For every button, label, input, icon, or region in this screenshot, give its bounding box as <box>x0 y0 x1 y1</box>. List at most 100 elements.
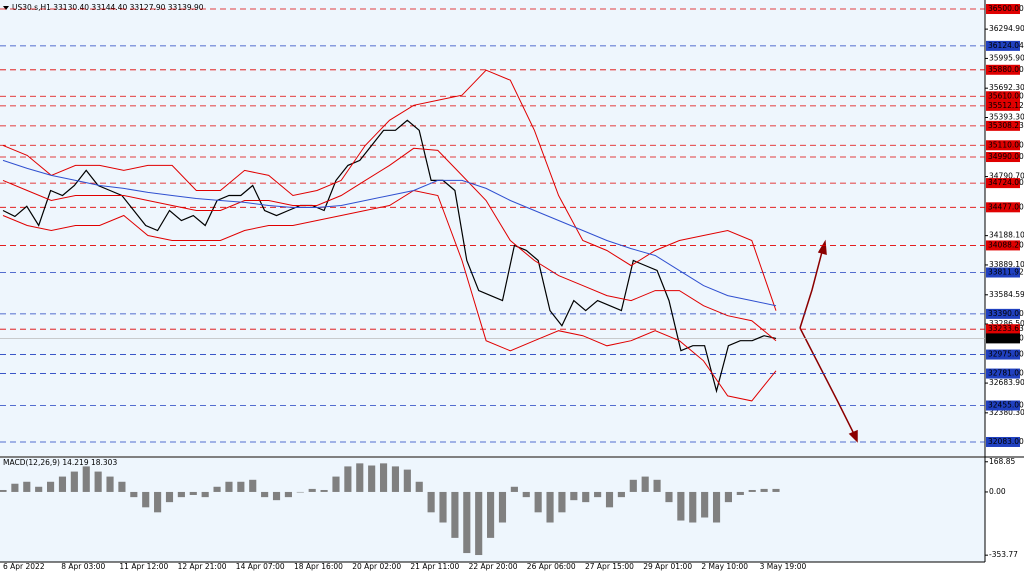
macd-bar <box>261 491 269 498</box>
y-tick-label: 0.00 <box>989 487 1006 496</box>
y-tick-label: 36294.90 <box>989 24 1024 33</box>
y-tick-label: 33584.59 <box>989 290 1024 299</box>
macd-bar <box>284 491 292 498</box>
macd-bar <box>154 491 162 513</box>
macd-bar <box>558 491 566 513</box>
level-label-bg <box>986 64 1020 75</box>
macd-bar <box>653 479 661 492</box>
macd-bar <box>546 491 554 523</box>
current-label-bg <box>986 333 1020 344</box>
macd-bar <box>498 491 507 523</box>
macd-bar <box>356 463 364 492</box>
indicator-line <box>2 69 777 311</box>
y-tick-label: 35393.30 <box>989 112 1024 121</box>
y-tick-label: 32380.30 <box>989 408 1024 417</box>
macd-bar <box>487 491 495 538</box>
y-tick-label: 32683.90 <box>989 378 1024 387</box>
macd-bar <box>35 486 43 492</box>
y-tick-label: 34188.10 <box>989 231 1024 240</box>
macd-bar <box>106 476 114 492</box>
x-tick-label: 18 Apr 16:00 <box>294 562 343 571</box>
level-label-bg <box>986 140 1020 151</box>
macd-bar <box>320 489 328 492</box>
macd-bar <box>415 481 423 492</box>
level-label: 34990.00 <box>988 152 1024 161</box>
macd-bar <box>11 483 19 492</box>
y-tick-label: 34790.70 <box>989 172 1024 181</box>
y-tick-label: 35995.90 <box>989 53 1024 62</box>
level-label: 32455.00 <box>988 401 1024 410</box>
macd-bar <box>189 491 197 495</box>
level-label: 33390.00 <box>988 309 1024 318</box>
y-tick-label: 33889.10 <box>989 260 1024 269</box>
level-label-bg <box>986 436 1020 447</box>
x-tick-label: 6 Apr 2022 <box>3 562 45 571</box>
price-panel <box>0 0 985 456</box>
level-label-bg <box>986 308 1020 319</box>
level-label: 33811.92 <box>988 268 1024 277</box>
level-label-bg <box>986 91 1020 102</box>
macd-bar <box>510 486 518 492</box>
level-label: 36500.00 <box>988 4 1024 13</box>
macd-bar <box>582 491 590 503</box>
macd-bar <box>344 466 352 492</box>
macd-bar <box>748 489 756 492</box>
down-arrow <box>799 327 856 437</box>
macd-bar <box>332 476 340 492</box>
level-label: 35512.12 <box>988 101 1024 110</box>
level-label: 32781.00 <box>988 369 1024 378</box>
level-label-bg <box>986 4 1020 15</box>
level-label-bg <box>986 120 1020 131</box>
up-arrow <box>799 247 824 329</box>
macd-bar <box>82 466 90 492</box>
macd-bar <box>605 491 614 508</box>
y-tick-label: 168.85 <box>989 457 1015 466</box>
level-label: 34724.00 <box>988 178 1024 187</box>
macd-bar <box>736 491 744 495</box>
macd-bar <box>177 491 185 498</box>
macd-bar <box>772 488 780 492</box>
price-line <box>2 119 777 394</box>
level-label: 32083.00 <box>988 437 1024 446</box>
forecast-arrows <box>799 239 858 443</box>
macd-bar <box>570 491 578 501</box>
macd-bar <box>629 479 637 492</box>
macd-bar <box>0 489 7 492</box>
x-tick-label: 22 Apr 20:00 <box>469 562 518 571</box>
x-tick-label: 26 Apr 06:00 <box>527 562 576 571</box>
x-tick-label: 8 Apr 03:00 <box>61 562 105 571</box>
macd-bar <box>724 491 732 503</box>
x-tick-label: 14 Apr 07:00 <box>236 562 285 571</box>
x-tick-label: 2 May 10:00 <box>701 562 748 571</box>
x-tick-label: 12 Apr 21:00 <box>178 562 227 571</box>
level-label-bg <box>986 267 1020 278</box>
arrow-head <box>848 429 858 443</box>
level-label-bg <box>986 152 1020 163</box>
macd-bar <box>296 491 304 493</box>
x-tick-label: 11 Apr 12:00 <box>119 562 168 571</box>
macd-bar <box>403 469 411 492</box>
level-label-bg <box>986 349 1020 360</box>
level-label: 34477.00 <box>988 202 1024 211</box>
x-tick-label: 27 Apr 15:00 <box>585 562 634 571</box>
macd-bar <box>213 486 221 492</box>
macd-bar <box>712 491 721 523</box>
macd-bar <box>225 481 233 492</box>
macd-bar <box>689 491 697 523</box>
current-label: 33139.90 <box>988 333 1024 342</box>
level-label: 35880.00 <box>988 65 1024 74</box>
macd-bar <box>665 491 673 503</box>
level-label: 33233.63 <box>988 324 1024 333</box>
macd-bar <box>142 491 150 508</box>
y-tick-label: 35692.30 <box>989 83 1024 92</box>
macd-bar <box>701 491 709 518</box>
macd-bar <box>94 471 102 492</box>
level-label-bg <box>986 324 1020 335</box>
macd-bar <box>118 481 126 492</box>
chart-title: US30.s,H1 33130.40 33144.40 33127.90 331… <box>12 3 204 12</box>
macd-bar <box>23 481 31 492</box>
menu-icon[interactable] <box>3 6 9 10</box>
macd-bar <box>534 491 542 513</box>
indicator-line <box>2 189 777 402</box>
